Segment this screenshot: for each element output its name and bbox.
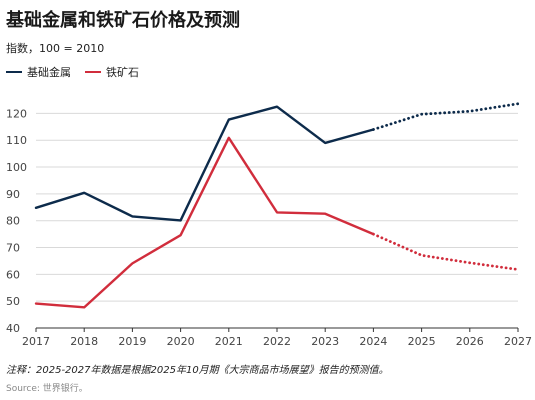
x-tick-label-2022: 2022	[263, 335, 291, 348]
y-tick-label-120: 120	[6, 107, 27, 120]
legend-label-base-metals: 基础金属	[27, 66, 71, 79]
x-tick-label-2023: 2023	[311, 335, 339, 348]
series-line-base-metals-forecast	[371, 102, 520, 131]
legend-swatch-iron-ore	[85, 71, 101, 73]
legend-item-iron-ore: 铁矿石	[85, 64, 139, 80]
chart-note: 注释：2025-2027年数据是根据2025年10月期《大宗商品市场展望》报告的…	[6, 365, 389, 376]
x-tick-label-2018: 2018	[70, 335, 98, 348]
y-tick-label-110: 110	[6, 134, 27, 147]
series-line-iron-ore-actual	[34, 136, 375, 309]
y-tick-label-70: 70	[6, 242, 20, 255]
y-tick-label-40: 40	[6, 322, 20, 335]
legend-label-iron-ore: 铁矿石	[106, 66, 139, 79]
x-tick-label-2021: 2021	[215, 335, 243, 348]
legend-item-base-metals: 基础金属	[6, 64, 71, 80]
y-tick-label-60: 60	[6, 268, 20, 281]
x-tick-label-2025: 2025	[408, 335, 436, 348]
x-tick-label-2019: 2019	[118, 335, 146, 348]
y-tick-label-50: 50	[6, 295, 20, 308]
chart-source: Source: 世界银行。	[6, 384, 88, 394]
x-tick-label-2027: 2027	[504, 335, 532, 348]
series-line-iron-ore-forecast	[371, 232, 520, 271]
x-tick-label-2017: 2017	[22, 335, 50, 348]
chart-subtitle: 指数，100 = 2010	[6, 42, 105, 55]
x-tick-label-2020: 2020	[167, 335, 195, 348]
series-line-base-metals-actual	[34, 105, 375, 222]
x-tick-label-2026: 2026	[456, 335, 484, 348]
legend: 基础金属 铁矿石	[6, 64, 153, 80]
chart-title: 基础金属和铁矿石价格及预测	[6, 10, 240, 31]
y-tick-label-90: 90	[6, 188, 20, 201]
y-tick-label-100: 100	[6, 161, 27, 174]
legend-swatch-base-metals	[6, 71, 22, 73]
x-tick-label-2024: 2024	[359, 335, 387, 348]
y-tick-label-80: 80	[6, 215, 20, 228]
